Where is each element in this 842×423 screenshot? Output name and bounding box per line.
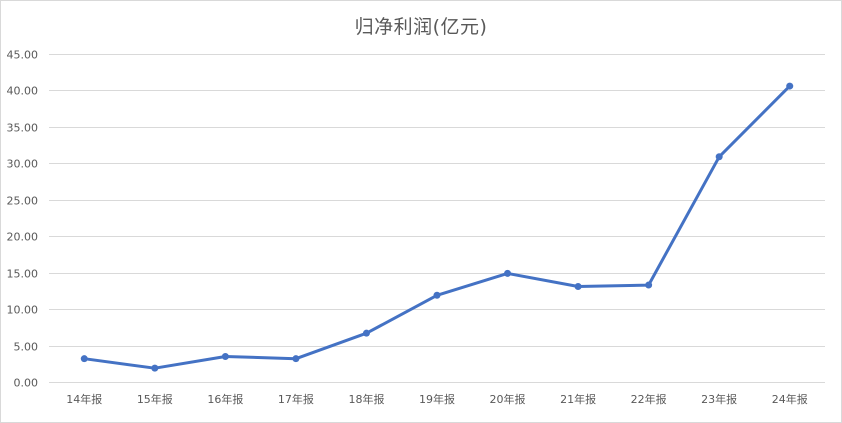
data-point xyxy=(151,364,159,372)
x-tick-label: 22年报 xyxy=(631,392,667,406)
y-tick-label: 40.00 xyxy=(7,85,39,98)
x-tick-label: 18年报 xyxy=(348,392,384,406)
y-tick-label: 30.00 xyxy=(7,158,39,171)
y-tick-label: 5.00 xyxy=(14,341,39,354)
data-point xyxy=(645,281,653,289)
x-axis-tick-labels: 14年报 15年报 16年报 17年报 18年报 19年报 20年报 21年报 22年报 23年报… xyxy=(66,392,807,406)
x-tick-label: 23年报 xyxy=(701,392,737,406)
x-tick-label: 21年报 xyxy=(560,392,596,406)
y-tick-label: 0.00 xyxy=(14,377,39,390)
x-tick-label: 19年报 xyxy=(419,392,455,406)
x-tick-label: 16年报 xyxy=(207,392,243,406)
y-tick-label: 45.00 xyxy=(7,49,39,62)
series-layer xyxy=(80,82,794,372)
x-tick-label: 14年报 xyxy=(66,392,102,406)
data-point xyxy=(292,355,300,363)
data-point xyxy=(362,329,370,337)
y-tick-label: 35.00 xyxy=(7,122,39,135)
x-tick-label: 24年报 xyxy=(772,392,808,406)
y-tick-label: 25.00 xyxy=(7,195,39,208)
data-point xyxy=(574,283,582,291)
data-point xyxy=(80,355,88,363)
y-axis-tick-labels: 0.00 5.00 10.00 15.00 20.00 25.00 30.00 35.00 40… xyxy=(7,49,39,390)
data-point xyxy=(504,269,512,277)
y-tick-label: 15.00 xyxy=(7,268,39,281)
data-point xyxy=(433,291,441,299)
data-point xyxy=(221,352,229,360)
x-tick-label: 20年报 xyxy=(490,392,526,406)
grid-layer xyxy=(49,54,825,383)
data-point xyxy=(715,153,723,161)
series-line xyxy=(82,84,792,370)
y-tick-label: 10.00 xyxy=(7,304,39,317)
x-tick-label: 17年报 xyxy=(278,392,314,406)
x-tick-label: 15年报 xyxy=(137,392,173,406)
chart-title: 归净利润(亿元) xyxy=(354,16,488,38)
data-point xyxy=(786,82,794,90)
y-tick-label: 20.00 xyxy=(7,231,39,244)
